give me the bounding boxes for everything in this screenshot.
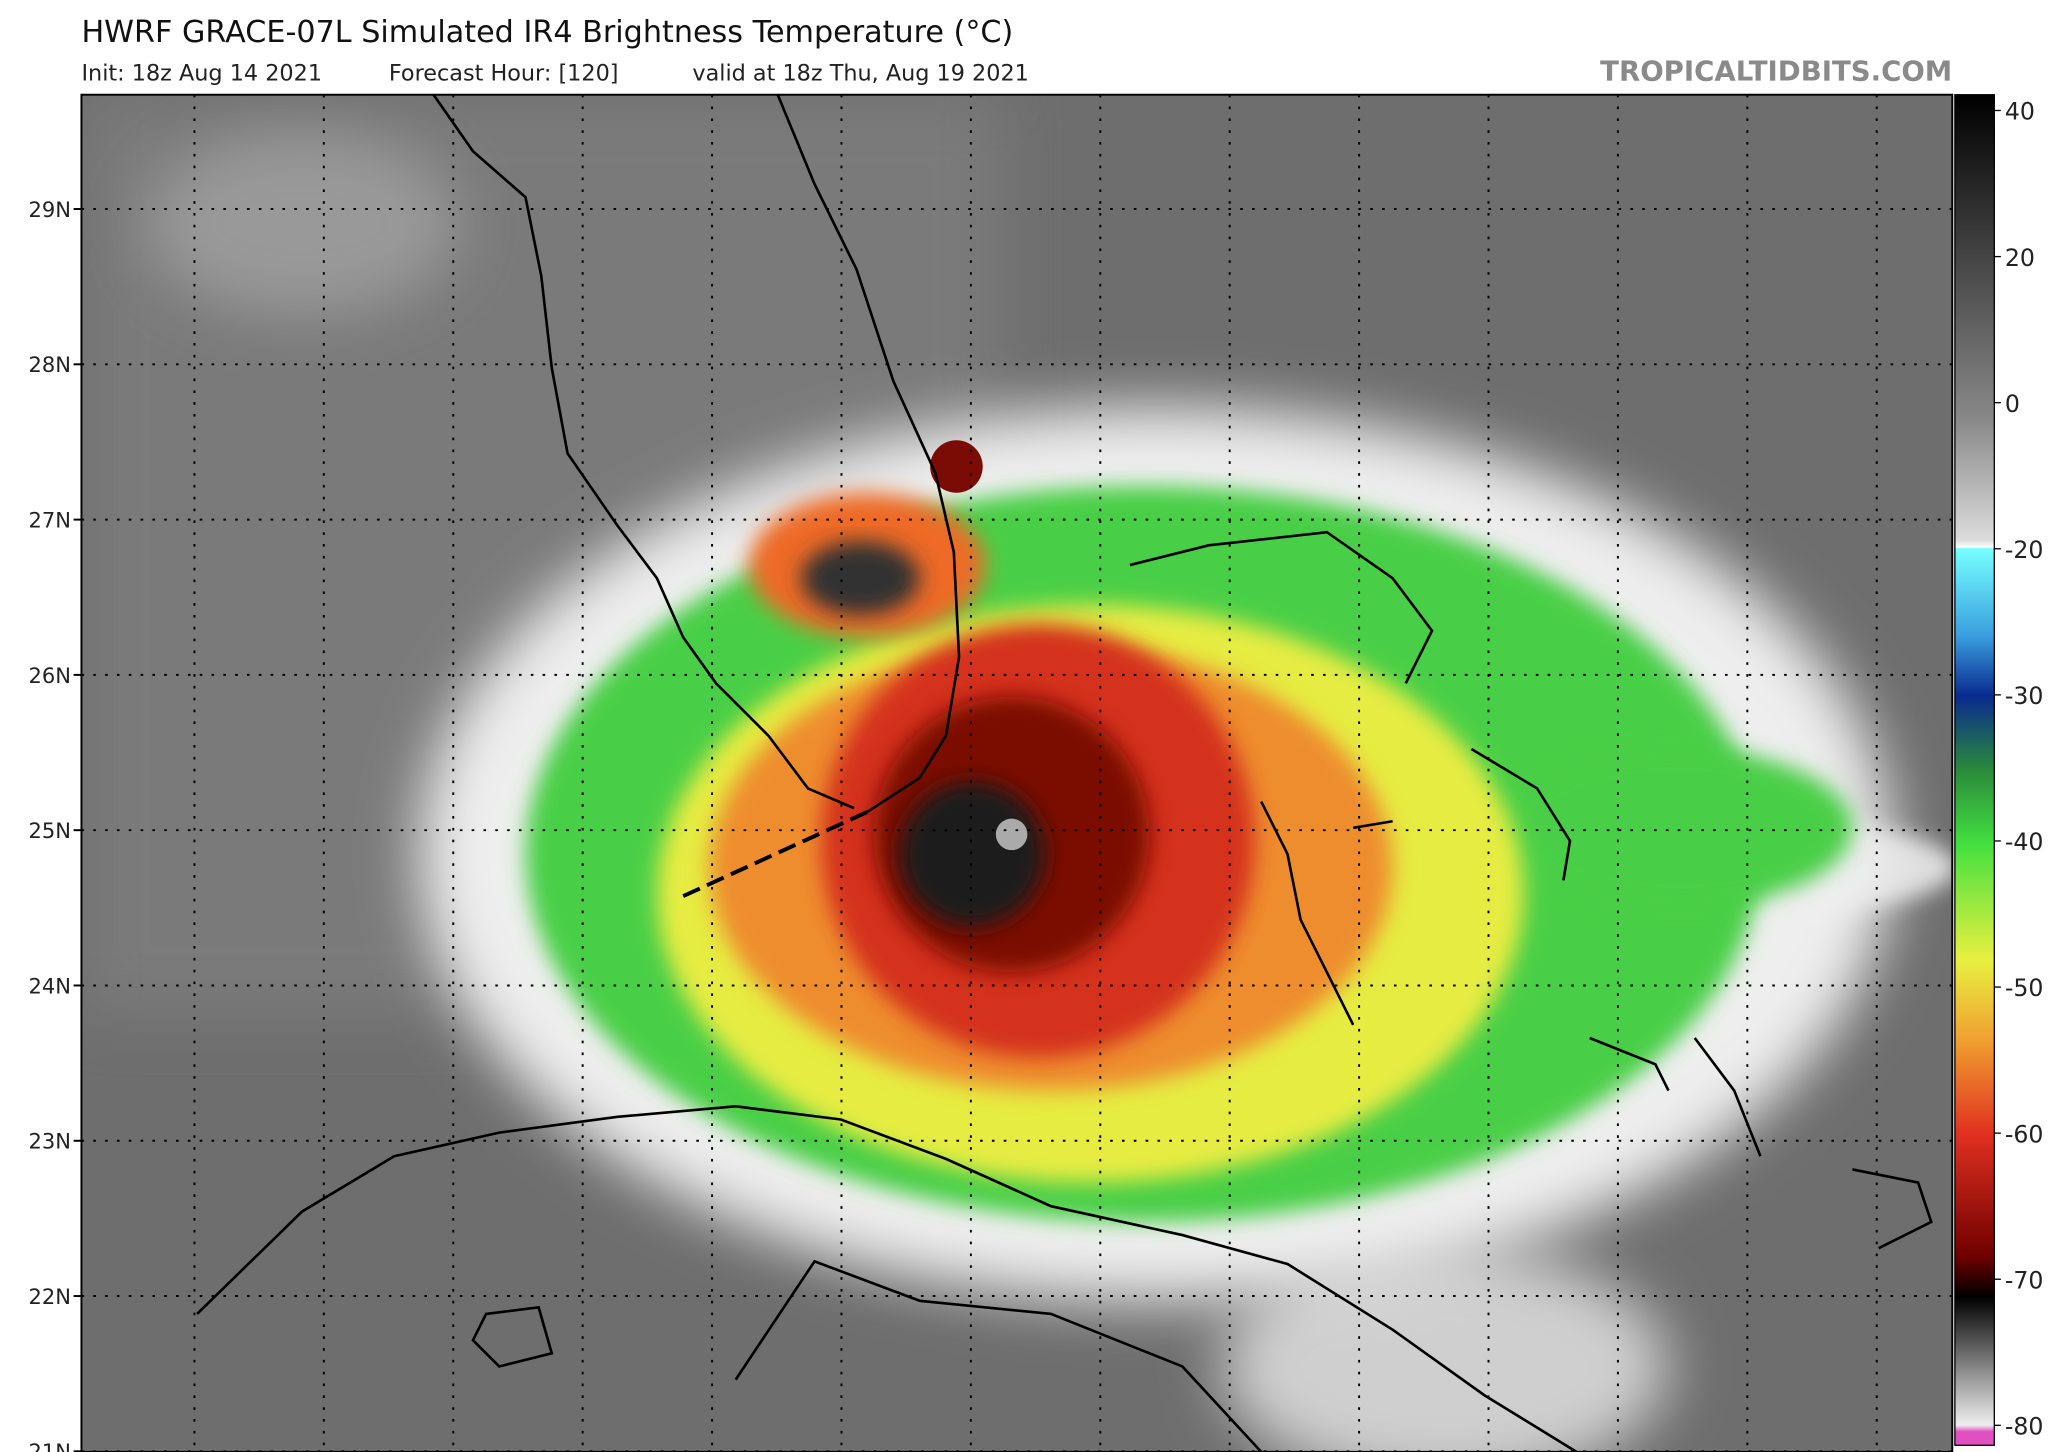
storm-eye [995, 818, 1028, 851]
lat-label: 23N [28, 1129, 70, 1154]
colorbar-label: 40 [2005, 98, 2035, 126]
island [1589, 1036, 1670, 1092]
coastline [432, 94, 855, 810]
coastline [776, 94, 961, 814]
colorbar [1954, 94, 1995, 1446]
lat-label: 22N [28, 1284, 70, 1309]
graticule [81, 94, 1953, 1452]
island [1260, 800, 1355, 1026]
island [1693, 1037, 1762, 1157]
storm-arm [1510, 748, 1853, 907]
init-time: Init: 18z Aug 14 2021 [81, 60, 322, 86]
lat-label: 27N [28, 507, 70, 532]
colorbar-label: 0 [2005, 390, 2020, 418]
storm-core [899, 781, 1045, 927]
colorbar-label: -30 [2005, 682, 2044, 710]
lat-label: 24N [28, 973, 70, 998]
title: HWRF GRACE-07L Simulated IR4 Brightness … [81, 15, 1013, 50]
colorbar-label: -70 [2005, 1266, 2044, 1294]
cloud [1221, 1248, 1669, 1452]
island [1352, 819, 1393, 830]
colorbar-label: -60 [2005, 1120, 2044, 1148]
colorbar-ticks: 40 20 0 -20 -30 -40 -50 -60 -70 -80 [1994, 98, 2043, 1441]
keys [682, 810, 868, 898]
source-watermark: TROPICALTIDBITS.COM [1600, 54, 1952, 87]
lat-labels: 29N 28N 27N 26N 25N 24N 23N 22N 21N [28, 197, 82, 1452]
island [1852, 1168, 1933, 1250]
lat-label: 25N [28, 818, 70, 843]
cell-core [801, 541, 920, 615]
lat-label: 28N [28, 352, 70, 377]
island [1129, 530, 1434, 684]
cell [930, 440, 983, 493]
island [471, 1305, 554, 1368]
coastlines [196, 94, 1933, 1452]
colorbar-label: -80 [2005, 1413, 2044, 1441]
coastline [196, 1105, 1578, 1452]
valid-time: valid at 18z Thu, Aug 19 2021 [692, 60, 1029, 86]
colorbar-label: -40 [2005, 828, 2044, 856]
colorbar-label: -50 [2005, 974, 2044, 1002]
map [81, 94, 1953, 1452]
island [1470, 747, 1572, 881]
forecast-hour: Forecast Hour: [120] [389, 60, 619, 86]
cloud [144, 131, 460, 316]
lat-label: 26N [28, 663, 70, 688]
lat-label: 21N [28, 1439, 70, 1452]
coastline [734, 1259, 1263, 1452]
colorbar-label: 20 [2005, 244, 2035, 272]
lat-label: 29N [28, 197, 70, 222]
colorbar-label: -20 [2005, 536, 2044, 564]
